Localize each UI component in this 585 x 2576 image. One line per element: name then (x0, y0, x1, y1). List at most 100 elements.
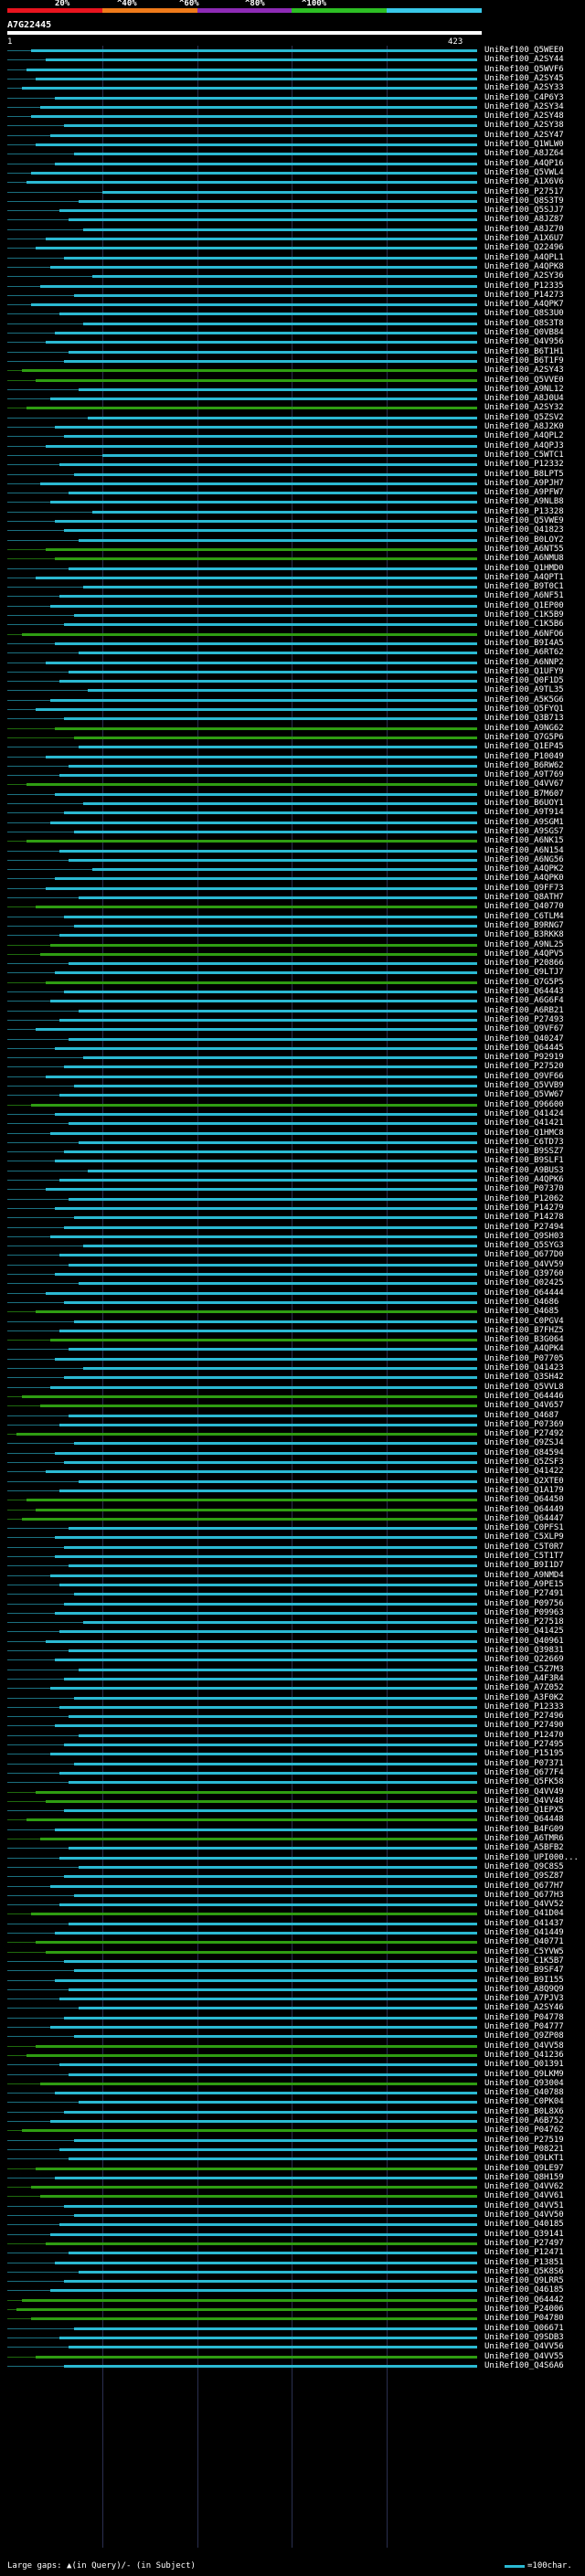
hit-label[interactable]: UniRef100_A4QPL2 (484, 431, 564, 441)
hit-row[interactable]: UniRef100_C6TD73 (0, 1138, 585, 1148)
hit-label[interactable]: UniRef100_P14273 (484, 290, 564, 300)
hit-label[interactable]: UniRef100_B9RNG7 (484, 920, 564, 930)
hit-row[interactable]: UniRef100_P04778 (0, 2013, 585, 2023)
hit-row[interactable]: UniRef100_A8J2K0 (0, 422, 585, 432)
hit-alignment-bar[interactable] (49, 2289, 477, 2293)
hit-alignment-bar[interactable] (26, 68, 477, 71)
hit-alignment-bar[interactable] (21, 2298, 477, 2302)
hit-row[interactable]: UniRef100_Q40961 (0, 1637, 585, 1647)
hit-row[interactable]: UniRef100_P27493 (0, 1015, 585, 1025)
hit-alignment-bar[interactable] (36, 1028, 477, 1032)
hit-alignment-bar[interactable] (64, 529, 477, 533)
hit-alignment-bar[interactable] (73, 614, 477, 617)
hit-row[interactable]: UniRef100_A6TMR6 (0, 1834, 585, 1844)
hit-alignment-bar[interactable] (73, 1969, 477, 1973)
hit-label[interactable]: UniRef100_B6UOY1 (484, 799, 564, 808)
hit-row[interactable]: UniRef100_P27520 (0, 1062, 585, 1072)
hit-alignment-bar[interactable] (92, 868, 477, 872)
hit-label[interactable]: UniRef100_P09963 (484, 1607, 564, 1617)
hit-label[interactable]: UniRef100_Q5VVE0 (484, 375, 564, 385)
hit-alignment-bar[interactable] (73, 924, 477, 928)
hit-alignment-bar[interactable] (45, 58, 477, 62)
hit-alignment-bar[interactable] (83, 586, 477, 589)
hit-row[interactable]: UniRef100_A4QPV5 (0, 949, 585, 959)
hit-row[interactable]: UniRef100_Q41236 (0, 2051, 585, 2061)
hit-label[interactable]: UniRef100_UPI000... (484, 1852, 579, 1862)
hit-label[interactable]: UniRef100_B9SF47 (484, 1966, 564, 1976)
hit-row[interactable]: UniRef100_Q1EPX5 (0, 1806, 585, 1816)
hit-alignment-bar[interactable] (59, 680, 477, 684)
hit-label[interactable]: UniRef100_A5BFB2 (484, 1843, 564, 1853)
hit-label[interactable]: UniRef100_Q677H7 (484, 1881, 564, 1891)
hit-alignment-bar[interactable] (69, 1263, 477, 1267)
hit-label[interactable]: UniRef100_Q22496 (484, 243, 564, 253)
hit-alignment-bar[interactable] (59, 2147, 477, 2151)
hit-label[interactable]: UniRef100_Q9FF73 (484, 883, 564, 893)
hit-alignment-bar[interactable] (26, 407, 477, 410)
hit-row[interactable]: UniRef100_B9SSZ7 (0, 1147, 585, 1157)
hit-row[interactable]: UniRef100_A9T914 (0, 808, 585, 818)
hit-label[interactable]: UniRef100_Q5SYG3 (484, 1241, 564, 1251)
hit-label[interactable]: UniRef100_A2SY32 (484, 403, 564, 413)
hit-row[interactable]: UniRef100_Q41423 (0, 1363, 585, 1373)
hit-row[interactable]: UniRef100_A5K5G6 (0, 695, 585, 705)
hit-row[interactable]: UniRef100_P13851 (0, 2258, 585, 2268)
hit-alignment-bar[interactable] (83, 322, 477, 325)
hit-label[interactable]: UniRef100_B6T1H1 (484, 346, 564, 356)
hit-label[interactable]: UniRef100_Q5VVL8 (484, 1382, 564, 1392)
hit-row[interactable]: UniRef100_Q9SH03 (0, 1232, 585, 1242)
hit-label[interactable]: UniRef100_Q64442 (484, 2295, 564, 2305)
hit-row[interactable]: UniRef100_P14279 (0, 1203, 585, 1214)
hit-row[interactable]: UniRef100_Q40788 (0, 2088, 585, 2098)
hit-label[interactable]: UniRef100_Q64447 (484, 1513, 564, 1523)
hit-alignment-bar[interactable] (45, 341, 477, 345)
hit-alignment-bar[interactable] (45, 1188, 477, 1192)
hit-alignment-bar[interactable] (54, 162, 477, 165)
hit-label[interactable]: UniRef100_Q5ZSV2 (484, 412, 564, 422)
hit-row[interactable]: UniRef100_A2SY36 (0, 271, 585, 281)
hit-label[interactable]: UniRef100_Q1EP00 (484, 600, 564, 610)
hit-row[interactable]: UniRef100_Q9FF73 (0, 884, 585, 894)
hit-alignment-bar[interactable] (54, 1273, 477, 1276)
hit-label[interactable]: UniRef100_P20866 (484, 959, 564, 969)
hit-row[interactable]: UniRef100_Q9C8S5 (0, 1862, 585, 1872)
hit-label[interactable]: UniRef100_P08221 (484, 2144, 564, 2154)
hit-label[interactable]: UniRef100_B9I1D7 (484, 1561, 564, 1571)
hit-label[interactable]: UniRef100_Q41422 (484, 1467, 564, 1477)
hit-label[interactable]: UniRef100_A9NLB8 (484, 497, 564, 507)
hit-row[interactable]: UniRef100_B9I155 (0, 1976, 585, 1986)
hit-label[interactable]: UniRef100_A4QPK7 (484, 300, 564, 310)
hit-label[interactable]: UniRef100_Q64450 (484, 1495, 564, 1505)
hit-label[interactable]: UniRef100_C0PK04 (484, 2097, 564, 2107)
hit-label[interactable]: UniRef100_A6G6F4 (484, 996, 564, 1006)
hit-label[interactable]: UniRef100_Q4VV58 (484, 2041, 564, 2051)
hit-row[interactable]: UniRef100_Q5VWE9 (0, 516, 585, 526)
hit-row[interactable]: UniRef100_A6NF51 (0, 591, 585, 601)
hit-label[interactable]: UniRef100_Q40788 (484, 2088, 564, 2098)
hit-label[interactable]: UniRef100_C6TLM4 (484, 911, 564, 921)
hit-alignment-bar[interactable] (36, 2167, 477, 2170)
hit-label[interactable]: UniRef100_C5WTC1 (484, 450, 564, 460)
hit-label[interactable]: UniRef100_A6RT62 (484, 648, 564, 658)
hit-alignment-bar[interactable] (59, 1018, 477, 1022)
hit-alignment-bar[interactable] (64, 435, 477, 439)
hit-label[interactable]: UniRef100_Q9VF67 (484, 1024, 564, 1034)
hit-alignment-bar[interactable] (30, 49, 477, 52)
hit-label[interactable]: UniRef100_Q9LRR5 (484, 2276, 564, 2286)
hit-row[interactable]: UniRef100_P12470 (0, 1731, 585, 1741)
hit-label[interactable]: UniRef100_P24006 (484, 2305, 564, 2314)
hit-label[interactable]: UniRef100_P27519 (484, 2135, 564, 2145)
hit-label[interactable]: UniRef100_P27518 (484, 1617, 564, 1627)
hit-alignment-bar[interactable] (36, 2355, 477, 2359)
hit-alignment-bar[interactable] (59, 1630, 477, 1634)
hit-alignment-bar[interactable] (54, 1160, 477, 1163)
hit-row[interactable]: UniRef100_C5T0R7 (0, 1542, 585, 1553)
hit-label[interactable]: UniRef100_Q7G5P6 (484, 732, 564, 742)
hit-row[interactable]: UniRef100_A9NG62 (0, 724, 585, 734)
hit-row[interactable]: UniRef100_C4P6Y3 (0, 93, 585, 103)
hit-label[interactable]: UniRef100_B3G064 (484, 1335, 564, 1345)
hit-label[interactable]: UniRef100_C4P6Y3 (484, 92, 564, 102)
hit-row[interactable]: UniRef100_B3G064 (0, 1335, 585, 1345)
hit-row[interactable]: UniRef100_Q64449 (0, 1505, 585, 1515)
hit-alignment-bar[interactable] (49, 2026, 477, 2029)
